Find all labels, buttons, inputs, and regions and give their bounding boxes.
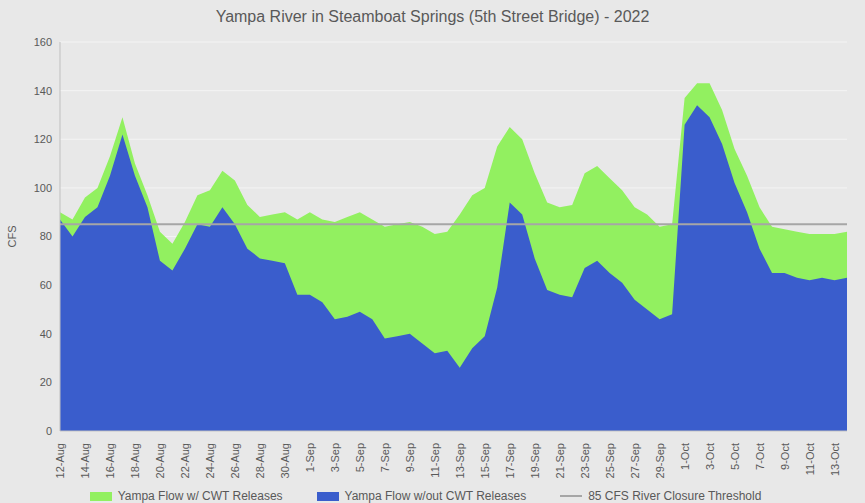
svg-text:17-Sep: 17-Sep [504,443,516,478]
svg-text:7-Sep: 7-Sep [379,443,391,472]
svg-text:29-Sep: 29-Sep [654,443,666,478]
svg-text:21-Sep: 21-Sep [554,443,566,478]
svg-text:140: 140 [34,85,52,97]
svg-text:16-Aug: 16-Aug [104,443,116,478]
svg-text:60: 60 [40,279,52,291]
html-text:Yampa Flow w/out CWT Releases: Yampa Flow w/out CWT Releases [344,489,527,503]
svg-text:25-Sep: 25-Sep [604,443,616,478]
svg-text:13-Sep: 13-Sep [454,443,466,478]
svg-text:14-Aug: 14-Aug [79,443,91,478]
svg-text:5-Sep: 5-Sep [354,443,366,472]
svg-text:27-Sep: 27-Sep [629,443,641,478]
svg-text:5-Oct: 5-Oct [729,443,741,470]
svg-text:0: 0 [46,425,52,437]
svg-text:CFS: CFS [8,226,18,248]
svg-text:40: 40 [40,328,52,340]
svg-text:20-Aug: 20-Aug [154,443,166,478]
svg-text:20: 20 [40,376,52,388]
svg-text:9-Oct: 9-Oct [779,443,791,470]
svg-text:13-Oct: 13-Oct [829,443,841,476]
svg-text:1-Oct: 1-Oct [679,443,691,470]
svg-text:11-Oct: 11-Oct [804,443,816,475]
svg-text:28-Aug: 28-Aug [254,443,266,478]
svg-text:3-Sep: 3-Sep [329,443,341,472]
svg-text:18-Aug: 18-Aug [129,443,141,478]
svg-text:24-Aug: 24-Aug [204,443,216,478]
svg-text:3-Oct: 3-Oct [704,443,716,470]
svg-text:15-Sep: 15-Sep [479,443,491,478]
svg-text:22-Aug: 22-Aug [179,443,191,478]
svg-text:11-Sep: 11-Sep [429,443,441,478]
svg-text:100: 100 [34,182,52,194]
svg-text:120: 120 [34,133,52,145]
html-text:Yampa River in Steamboat Sprin: Yampa River in Steamboat Springs (5th St… [215,8,650,25]
svg-text:7-Oct: 7-Oct [754,443,766,470]
svg-text:9-Sep: 9-Sep [404,443,416,472]
svg-text:1-Sep: 1-Sep [304,443,316,472]
svg-text:160: 160 [34,36,52,48]
svg-text:30-Aug: 30-Aug [279,443,291,478]
svg-text:26-Aug: 26-Aug [229,443,241,478]
svg-text:19-Sep: 19-Sep [529,443,541,478]
html-text:85 CFS River Closure Threshold: 85 CFS River Closure Threshold [588,489,762,503]
svg-text:12-Aug: 12-Aug [54,443,66,478]
svg-text:23-Sep: 23-Sep [579,443,591,478]
html-text:Yampa Flow w/ CWT Releases: Yampa Flow w/ CWT Releases [117,489,283,503]
svg-text:80: 80 [40,230,52,242]
